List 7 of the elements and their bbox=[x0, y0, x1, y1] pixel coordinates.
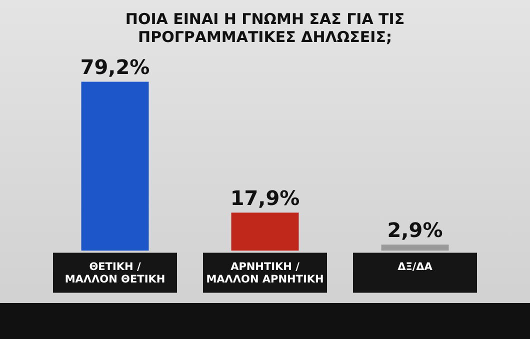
x-tick-label: ΔΞ/ΔΑ bbox=[398, 260, 434, 273]
x-tick-label: ΘΕΤΙΚΗ / ΜΑΛΛΟΝ ΘΕΤΙΚΗ bbox=[64, 260, 166, 286]
data-label: 17,9% bbox=[230, 186, 300, 210]
x-tick-label: ΑΡΝΗΤΙΚΗ / ΜΑΛΛΟΝ ΑΡΝΗΤΙΚΗ bbox=[206, 260, 324, 286]
data-label: 79,2% bbox=[80, 54, 150, 79]
chart-title: ΠΟΙΑ ΕΙΝΑΙ Η ΓΝΩΜΗ ΣΑΣ ΓΙΑ ΤΙΣ ΠΡΟΓΡΑΜΜΑΤΙΚΕΣ ΔΗΛΩΣΕΙΣ; bbox=[124, 10, 406, 46]
data-label: 2,9% bbox=[387, 218, 443, 242]
